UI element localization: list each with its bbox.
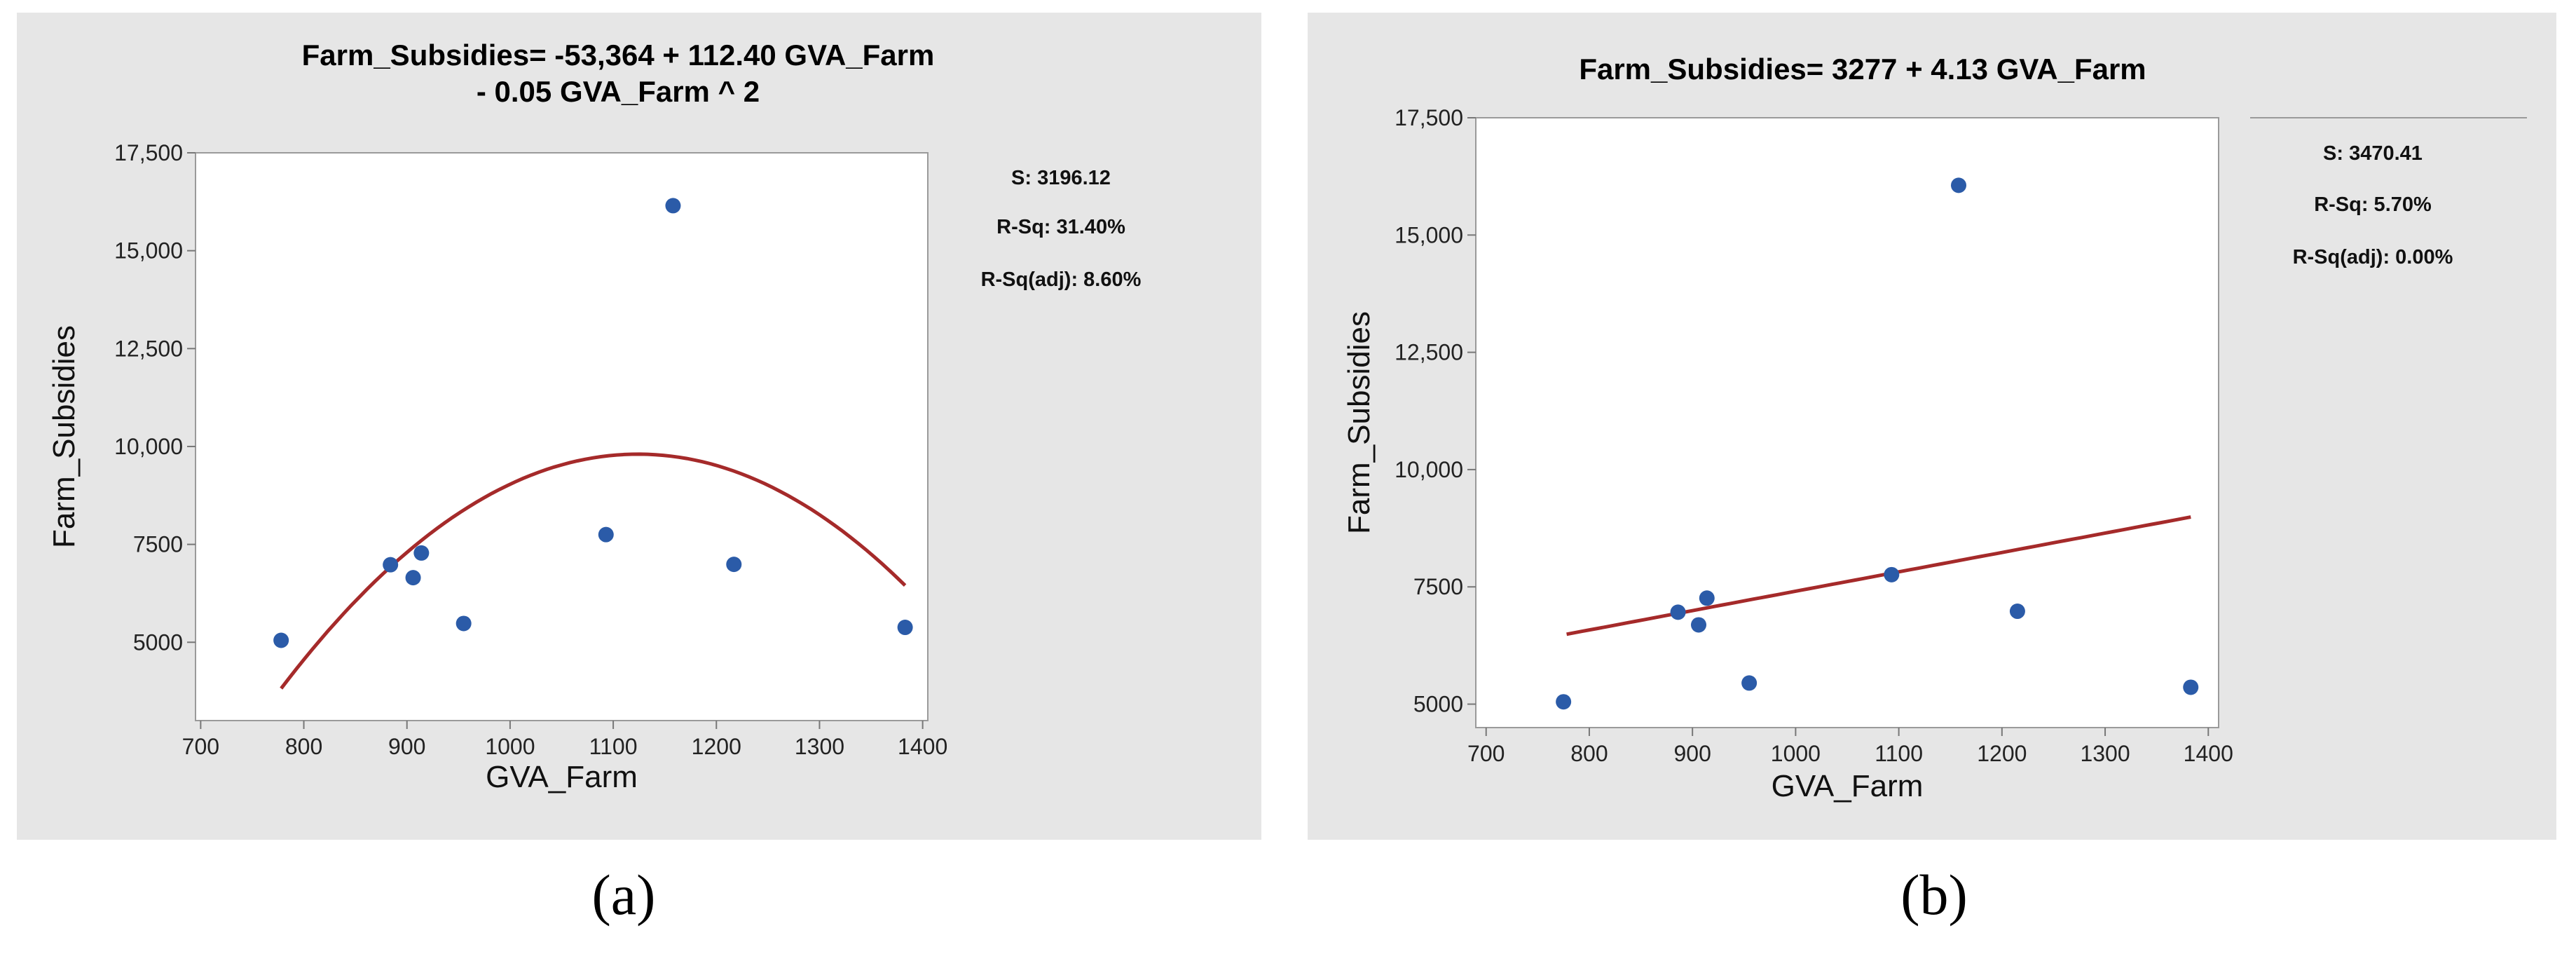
chart-b-data-point bbox=[2183, 679, 2199, 695]
chart-b-data-point bbox=[1884, 566, 1900, 582]
chart-b-title-line-0: Farm_Subsidies= 3277 + 4.13 GVA_Farm bbox=[1579, 53, 2146, 86]
chart-b-y-axis-label: Farm_Subsidies bbox=[1342, 311, 1376, 534]
chart-b-data-point bbox=[1670, 604, 1686, 620]
chart-b-stat-1: R-Sq: 5.70% bbox=[2314, 193, 2432, 216]
chart-a-data-point bbox=[455, 615, 472, 632]
chart-a-stat-1: R-Sq: 31.40% bbox=[996, 216, 1125, 238]
chart-b-ytick-label: 7500 bbox=[1413, 574, 1463, 599]
chart-a-ytick-label: 10,000 bbox=[114, 434, 183, 459]
chart-a-x-axis-label: GVA_Farm bbox=[486, 760, 638, 794]
chart-b-xtick-label: 700 bbox=[1467, 741, 1505, 766]
chart-a-xtick-label: 800 bbox=[285, 734, 322, 759]
chart-a-svg: Farm_Subsidies= -53,364 + 112.40 GVA_Far… bbox=[47, 39, 1142, 794]
chart-a-ytick-label: 12,500 bbox=[114, 336, 183, 361]
chart-b-data-point bbox=[1741, 675, 1758, 691]
chart-b-xtick-label: 800 bbox=[1570, 741, 1608, 766]
chart-b-data-point bbox=[2009, 604, 2025, 620]
chart-a-data-point bbox=[383, 557, 399, 573]
chart-a-data-point bbox=[897, 620, 913, 636]
chart-b-xtick-label: 1300 bbox=[2080, 741, 2130, 766]
chart-b-stat-0: S: 3470.41 bbox=[2323, 142, 2423, 165]
chart-b-xtick-label: 1400 bbox=[2184, 741, 2233, 766]
chart-a-xtick-label: 1000 bbox=[485, 734, 535, 759]
chart-b-data-point bbox=[1699, 590, 1715, 606]
chart-b-data-point bbox=[1556, 694, 1572, 710]
chart-a-data-point bbox=[726, 557, 742, 573]
chart-b-xtick-label: 1100 bbox=[1875, 741, 1923, 766]
caption-b: (b) bbox=[1900, 863, 1968, 927]
chart-b-ytick-label: 5000 bbox=[1413, 692, 1463, 717]
chart-a-xtick-label: 1100 bbox=[589, 734, 638, 759]
chart-a-xtick-label: 700 bbox=[182, 734, 219, 759]
chart-panel-b: Farm_Subsidies= 3277 + 4.13 GVA_Farm 700 8… bbox=[1308, 13, 2556, 840]
chart-a-fit-line bbox=[280, 452, 907, 690]
chart-b-ytick-label: 17,500 bbox=[1395, 105, 1463, 130]
chart-a-xtick-label: 1200 bbox=[692, 734, 741, 759]
chart-b-svg: Farm_Subsidies= 3277 + 4.13 GVA_Farm 700 8… bbox=[1342, 53, 2527, 803]
chart-panel-a: Farm_Subsidies= -53,364 + 112.40 GVA_Far… bbox=[17, 13, 1261, 840]
chart-a-ytick-label: 5000 bbox=[133, 629, 183, 655]
chart-a-title-line-1: - 0.05 GVA_Farm ^ 2 bbox=[477, 75, 760, 108]
chart-b-xtick-label: 1200 bbox=[1977, 741, 2027, 766]
chart-a-data-point bbox=[405, 570, 421, 586]
chart-a-title-line-0: Farm_Subsidies= -53,364 + 112.40 GVA_Far… bbox=[302, 39, 935, 71]
chart-a-stat-0: S: 3196.12 bbox=[1011, 167, 1111, 189]
chart-a-y-axis-label: Farm_Subsidies bbox=[47, 325, 81, 548]
chart-a-data-point bbox=[598, 526, 614, 543]
chart-a-ytick-label: 17,500 bbox=[114, 140, 183, 165]
caption-a: (a) bbox=[591, 863, 656, 927]
chart-a-ytick-label: 7500 bbox=[133, 532, 183, 557]
chart-b-plot-area bbox=[1475, 117, 2219, 728]
chart-a-xtick-label: 1400 bbox=[898, 734, 947, 759]
chart-b-ytick-label: 12,500 bbox=[1395, 340, 1463, 365]
chart-a-ytick-label: 15,000 bbox=[114, 238, 183, 264]
chart-a-data-point bbox=[273, 632, 289, 648]
chart-b-ytick-label: 10,000 bbox=[1395, 457, 1463, 482]
chart-a-xtick-label: 900 bbox=[388, 734, 425, 759]
chart-b-xtick-label: 1000 bbox=[1771, 741, 1821, 766]
chart-a-stat-2: R-Sq(adj): 8.60% bbox=[981, 268, 1142, 291]
chart-a-data-point bbox=[665, 198, 681, 214]
chart-b-xtick-label: 900 bbox=[1673, 741, 1711, 766]
chart-b-x-axis-label: GVA_Farm bbox=[1772, 769, 1924, 803]
chart-b-stat-2: R-Sq(adj): 0.00% bbox=[2293, 246, 2453, 268]
chart-b-fit-line bbox=[1566, 515, 2191, 636]
chart-b-ytick-label: 15,000 bbox=[1395, 222, 1463, 247]
chart-b-data-point bbox=[1951, 177, 1966, 193]
chart-a-plot-area bbox=[195, 152, 929, 721]
chart-b-data-point bbox=[1691, 617, 1706, 633]
chart-a-xtick-label: 1300 bbox=[795, 734, 844, 759]
chart-a-data-point bbox=[413, 545, 430, 561]
